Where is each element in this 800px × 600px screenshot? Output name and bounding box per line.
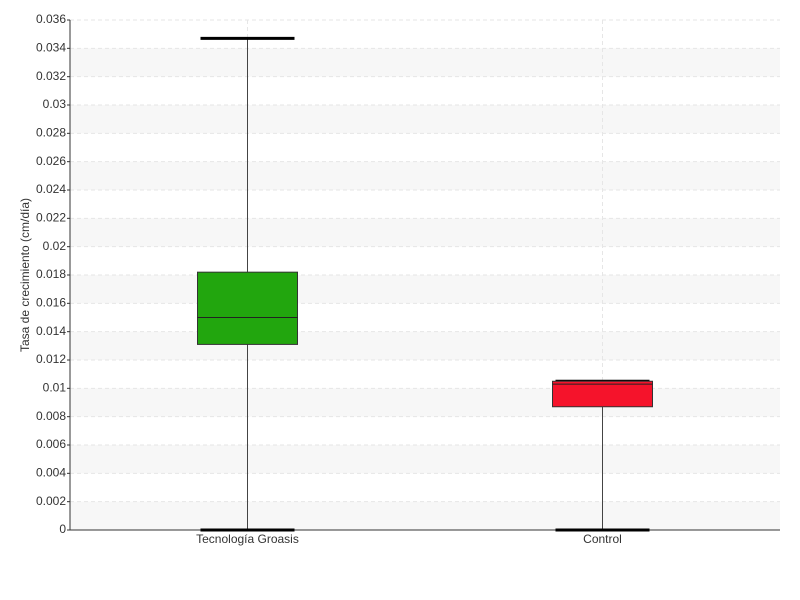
x-tick-label: Tecnología Groasis — [196, 532, 299, 546]
y-tick-label: 0.032 — [36, 69, 66, 83]
y-tick-label: 0.028 — [36, 126, 66, 140]
y-tick-label: 0.016 — [36, 296, 66, 310]
grid-band — [70, 445, 780, 474]
y-tick-label: 0 — [59, 522, 66, 536]
y-tick-label: 0.004 — [36, 466, 66, 480]
y-tick-label: 0.024 — [36, 182, 66, 196]
y-tick-label: 0.034 — [36, 41, 66, 55]
y-tick-label: 0.012 — [36, 352, 66, 366]
grid-band — [70, 105, 780, 134]
grid-band — [70, 275, 780, 304]
y-tick-label: 0.006 — [36, 437, 66, 451]
y-axis-label: Tasa de crecimiento (cm/día) — [18, 198, 32, 352]
y-tick-label: 0.02 — [43, 239, 67, 253]
y-tick-label: 0.002 — [36, 494, 66, 508]
grid-band — [70, 388, 780, 417]
box — [552, 380, 653, 408]
y-tick-label: 0.026 — [36, 154, 66, 168]
grid-band — [70, 48, 780, 77]
grid-band — [70, 501, 780, 530]
grid-band — [70, 161, 780, 190]
y-tick-label: 0.01 — [43, 381, 67, 395]
x-tick-label: Control — [583, 532, 622, 546]
y-tick-label: 0.036 — [36, 12, 66, 26]
box — [197, 271, 298, 345]
y-tick-label: 0.03 — [43, 97, 67, 111]
y-tick-label: 0.008 — [36, 409, 66, 423]
y-tick-label: 0.014 — [36, 324, 66, 338]
plot-background — [70, 48, 780, 530]
grid-band — [70, 331, 780, 360]
y-tick-label: 0.018 — [36, 267, 66, 281]
y-tick-label: 0.022 — [36, 211, 66, 225]
grid-band — [70, 218, 780, 247]
